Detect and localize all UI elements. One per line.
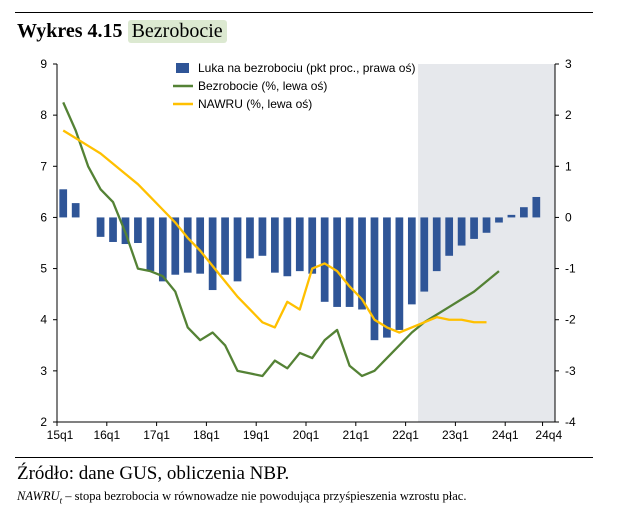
bar-luka: [383, 217, 391, 338]
forecast-shading: [418, 64, 555, 422]
footnote: NAWRUt – stopa bezrobocia w równowadze n…: [17, 489, 466, 506]
bar-luka: [507, 214, 516, 218]
bar-luka: [196, 217, 205, 274]
legend-label: NAWRU (%, lewa oś): [198, 97, 312, 111]
footnote-abbr: NAWRU: [17, 489, 60, 503]
legend-label: Bezrobocie (%, lewa oś): [198, 79, 327, 93]
bar-luka: [158, 217, 167, 282]
bar-luka: [308, 217, 317, 274]
left-tick-label: 3: [40, 364, 47, 378]
right-tick-label: -1: [565, 262, 576, 276]
right-tick-label: 1: [565, 159, 572, 173]
x-tick-label: 21q1: [342, 428, 369, 442]
bar-luka: [171, 217, 180, 275]
bar-luka: [146, 217, 155, 272]
bar-luka: [233, 217, 242, 282]
bar-luka: [246, 217, 254, 259]
x-tick-label: 22q1: [392, 428, 419, 442]
bottom-rule: [15, 457, 593, 458]
bar-luka: [370, 217, 379, 341]
x-tick-label: 20q1: [293, 428, 320, 442]
left-tick-label: 6: [40, 210, 47, 224]
bar-luka: [358, 217, 366, 310]
bar-luka: [407, 217, 416, 305]
bar-luka: [395, 217, 404, 330]
bar-luka: [71, 203, 80, 218]
bar-luka: [59, 189, 68, 218]
bar-luka: [445, 217, 454, 256]
bar-luka: [134, 217, 142, 243]
left-tick-label: 8: [40, 108, 47, 122]
bar-luka: [258, 217, 267, 256]
bar-luka: [457, 217, 466, 246]
figure-number: Wykres 4.15: [17, 19, 123, 42]
bar-luka: [432, 217, 441, 272]
left-tick-label: 4: [40, 313, 47, 327]
bar-luka: [470, 217, 478, 239]
bar-luka: [96, 217, 105, 237]
x-tick-label: 17q1: [143, 428, 170, 442]
bar-luka: [320, 217, 329, 302]
bar-luka: [295, 217, 304, 272]
bar-luka: [532, 196, 541, 218]
right-tick-label: -2: [565, 313, 576, 327]
bar-luka: [345, 217, 354, 307]
left-tick-label: 2: [40, 415, 47, 429]
right-tick-label: -4: [565, 415, 576, 429]
bar-luka: [333, 217, 341, 307]
bar-luka: [520, 207, 528, 218]
bar-luka: [183, 217, 192, 273]
bar-luka: [221, 217, 229, 275]
left-tick-label: 9: [40, 57, 47, 71]
bar-luka: [495, 217, 503, 223]
figure-title: Bezrobocie: [127, 19, 227, 43]
left-tick-label: 5: [40, 262, 47, 276]
source-note: Źródło: dane GUS, obliczenia NBP.: [17, 463, 290, 484]
x-tick-label: 15q1: [47, 428, 74, 442]
right-tick-label: 0: [565, 210, 572, 224]
bar-luka: [420, 217, 429, 292]
chart: 2 3 4 5 6 7 8 9 -4 -3 -2 -1 0 1 2 3 15q1 16q1 17q1 18q1 19q1…: [40, 57, 576, 442]
x-tick-label: 16q1: [93, 428, 120, 442]
bar-luka: [283, 217, 292, 277]
legend-label: Luka na bezrobociu (pkt proc., prawa oś): [198, 61, 415, 75]
x-tick-label: 24q1: [492, 428, 519, 442]
bar-luka: [482, 217, 491, 233]
top-rule: [15, 12, 593, 13]
x-tick-label: 24q4: [535, 428, 562, 442]
right-tick-label: 3: [565, 57, 572, 71]
x-tick-label: 18q1: [193, 428, 220, 442]
bar-luka: [271, 217, 279, 273]
right-tick-label: 2: [565, 108, 572, 122]
left-tick-label: 7: [40, 159, 47, 173]
figure-header: Wykres 4.15 Bezrobocie: [17, 18, 227, 44]
footnote-text: – stopa bezrobocia w równowadze nie powo…: [62, 489, 467, 503]
right-tick-label: -3: [565, 364, 576, 378]
bar-luka: [208, 217, 217, 291]
x-tick-label: 19q1: [243, 428, 270, 442]
legend-swatch-bar: [176, 63, 189, 73]
footnote-sub: t: [59, 495, 63, 506]
bar-luka: [109, 217, 117, 242]
line-nawru: [62, 129, 487, 334]
x-tick-label: 23q1: [442, 428, 469, 442]
